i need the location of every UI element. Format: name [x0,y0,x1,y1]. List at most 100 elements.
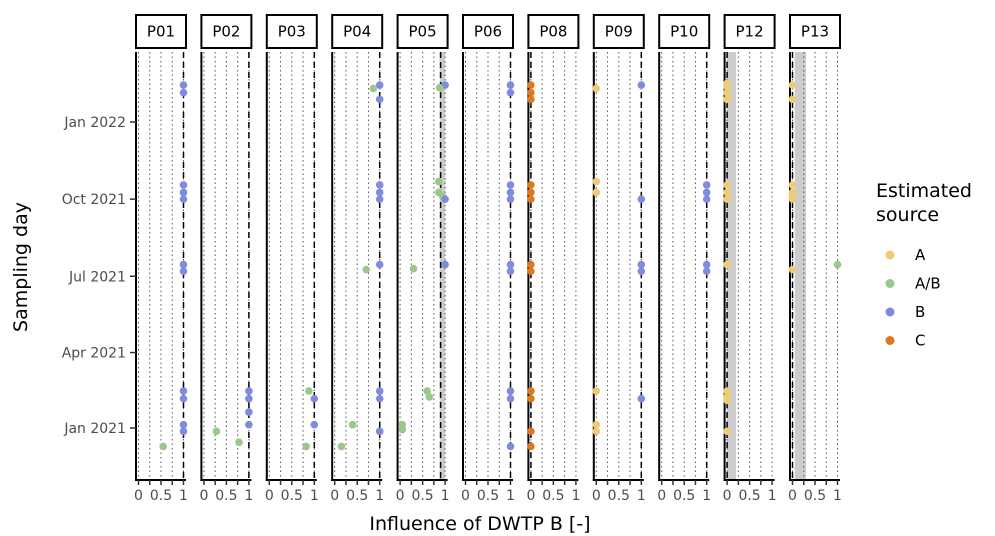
data-point [592,420,601,429]
data-point [788,195,797,203]
x-tick-label: 1 [833,488,842,504]
facet-label: P06 [474,23,502,41]
data-point [179,181,188,189]
x-tick-label: 0.5 [215,488,237,504]
facet-label: P09 [605,23,633,41]
data-point [637,195,646,203]
data-point [179,260,188,269]
x-tick-label: 0 [265,488,274,504]
data-point [179,387,188,395]
y-tick-label: Oct 2021 [62,192,126,208]
x-tick-label: 0.5 [673,488,695,504]
legend-key [885,250,895,260]
data-point [375,394,384,403]
data-point [179,427,188,436]
data-point [305,387,313,395]
data-point [723,387,731,395]
legend-title: Estimated source [876,180,972,226]
data-point [723,88,731,97]
data-point [527,188,535,197]
facet-panel-p06: P06 0 0.5 1 [461,14,515,504]
data-point [441,260,449,269]
data-point [592,188,601,197]
data-point [212,427,221,436]
x-tick-label: 1 [768,488,777,504]
data-point [179,267,188,276]
data-point [592,84,601,93]
x-tick-label: 0.5 [542,488,564,504]
data-point [506,267,515,276]
x-tick-label: 1 [375,488,384,504]
legend-label: B [915,303,925,321]
legend-label: A [915,246,926,264]
facet-panel-p10: P10 0 0.5 1 [657,14,711,504]
data-point [723,260,731,269]
facet-label: P10 [670,23,698,41]
facet-panel-p05: P05 0 0.5 1 [396,14,450,504]
data-point [435,83,444,92]
data-point [375,195,384,203]
data-point [235,438,243,447]
x-tick-label: 0 [723,488,732,504]
facet-strip [658,14,711,49]
data-point [527,267,535,276]
data-point [637,81,646,89]
data-point [375,427,384,436]
data-point [527,88,535,97]
x-tick-label: 0 [396,488,405,504]
data-point [527,442,535,451]
data-point [409,264,418,273]
data-point [702,267,711,276]
facet-strip [396,14,449,49]
x-tick-label: 0.5 [281,488,303,504]
facet-strip [789,14,841,49]
facet-strip [723,14,776,49]
x-tick-label: 1 [310,488,319,504]
data-point [435,177,443,186]
x-tick-label: 1 [702,488,711,504]
data-point [833,260,842,269]
data-point [723,427,731,436]
facet-panel-p12: P12 0 0.5 1 [723,14,777,504]
data-point [179,188,188,197]
data-point [527,427,535,436]
x-tick-label: 0 [461,488,470,504]
x-tick-label: 0.5 [411,488,433,504]
data-point [788,181,797,189]
data-point [159,442,168,451]
data-point [423,387,431,395]
data-point [179,420,188,429]
facet-panel-p13: P13 0 0.5 1 [788,14,842,504]
facet-panel-p04: P04 0 0.5 1 [330,14,384,504]
x-tick-label: 1 [571,488,580,504]
data-point [788,265,797,274]
facet-label: P13 [801,23,829,41]
facet-label: P08 [539,23,567,41]
x-tick-label: 0.5 [477,488,499,504]
data-point [527,181,535,189]
facet-strip [527,14,580,49]
data-point [723,188,731,197]
x-tick-label: 0.5 [804,488,826,504]
data-point [506,394,515,403]
legend-key [885,307,895,317]
facet-panel-p08: P08 0 0.5 1 [526,14,580,504]
data-point [592,177,601,186]
data-point [506,181,515,189]
data-point [506,88,515,97]
x-tick-label: 0 [657,488,666,504]
x-tick-label: 1 [441,488,450,504]
data-point [723,396,731,405]
data-point [245,408,253,416]
y-axis-title: Sampling day [10,202,32,332]
uncertainty-band [727,52,737,480]
facet-panel-p09: P09 0 0.5 1 [592,14,646,504]
x-tick-label: 0.5 [608,488,630,504]
data-point [702,260,711,269]
data-point [702,188,711,197]
y-tick-label: Jan 2021 [63,421,126,437]
data-point [310,420,319,429]
data-point [527,387,535,395]
y-tick-label: Jul 2021 [68,269,126,285]
